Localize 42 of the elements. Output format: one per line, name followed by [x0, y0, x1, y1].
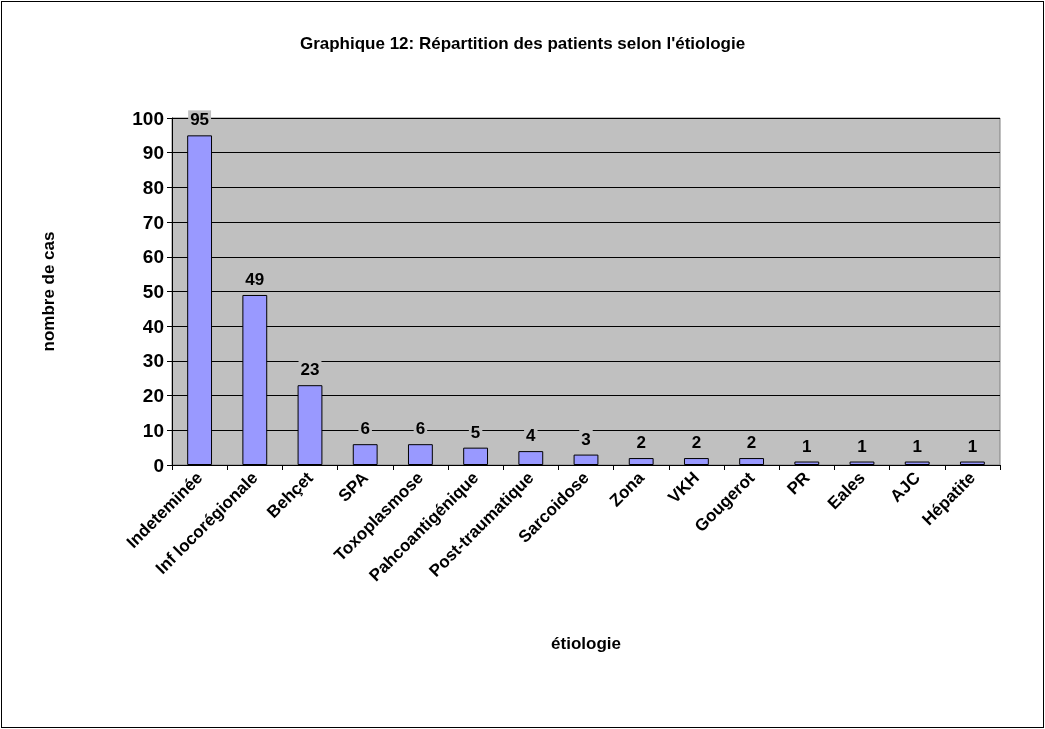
y-tick-label: 70	[142, 211, 164, 233]
data-label: 2	[636, 433, 646, 453]
bar	[849, 461, 875, 465]
data-label: 23	[300, 360, 320, 380]
data-label: 6	[360, 419, 370, 439]
bar	[904, 461, 930, 465]
bar	[352, 444, 378, 465]
data-label: 5	[470, 422, 481, 442]
bar	[407, 444, 433, 465]
data-label: 1	[857, 436, 867, 456]
x-axis-title: étiologie	[551, 634, 621, 653]
bar	[463, 447, 489, 465]
bar	[959, 461, 985, 465]
data-label: 2	[746, 433, 757, 453]
y-tick-label: 60	[142, 246, 164, 268]
data-label: 6	[415, 419, 426, 439]
y-tick-label: 0	[153, 454, 164, 476]
data-label: 1	[802, 436, 812, 456]
data-label: 49	[245, 269, 265, 289]
data-label: 95	[190, 110, 210, 130]
bar	[794, 461, 820, 465]
bar	[683, 458, 709, 465]
y-tick-label: 30	[142, 350, 164, 372]
x-tick-label: PR	[783, 468, 814, 499]
data-label: 1	[967, 436, 978, 456]
data-label: 1	[912, 436, 922, 456]
y-tick-label: 40	[142, 315, 164, 337]
data-label: 2	[691, 433, 702, 453]
y-tick-label: 80	[142, 176, 164, 198]
data-label: 4	[526, 426, 537, 446]
bar	[628, 458, 654, 465]
y-tick-label: 50	[142, 281, 164, 302]
y-axis-title: nombre de cas	[39, 231, 58, 352]
chart-title: Graphique 12: Répartition des patients selon l'étiologie	[299, 34, 746, 53]
y-tick-label: 20	[142, 385, 164, 407]
y-tick-label: 90	[142, 142, 164, 164]
y-tick-label: 100	[132, 107, 164, 129]
data-label: 3	[581, 429, 591, 449]
bar	[518, 451, 544, 465]
y-tick-label: 10	[142, 419, 164, 441]
bar	[739, 458, 765, 465]
bar	[573, 454, 599, 465]
